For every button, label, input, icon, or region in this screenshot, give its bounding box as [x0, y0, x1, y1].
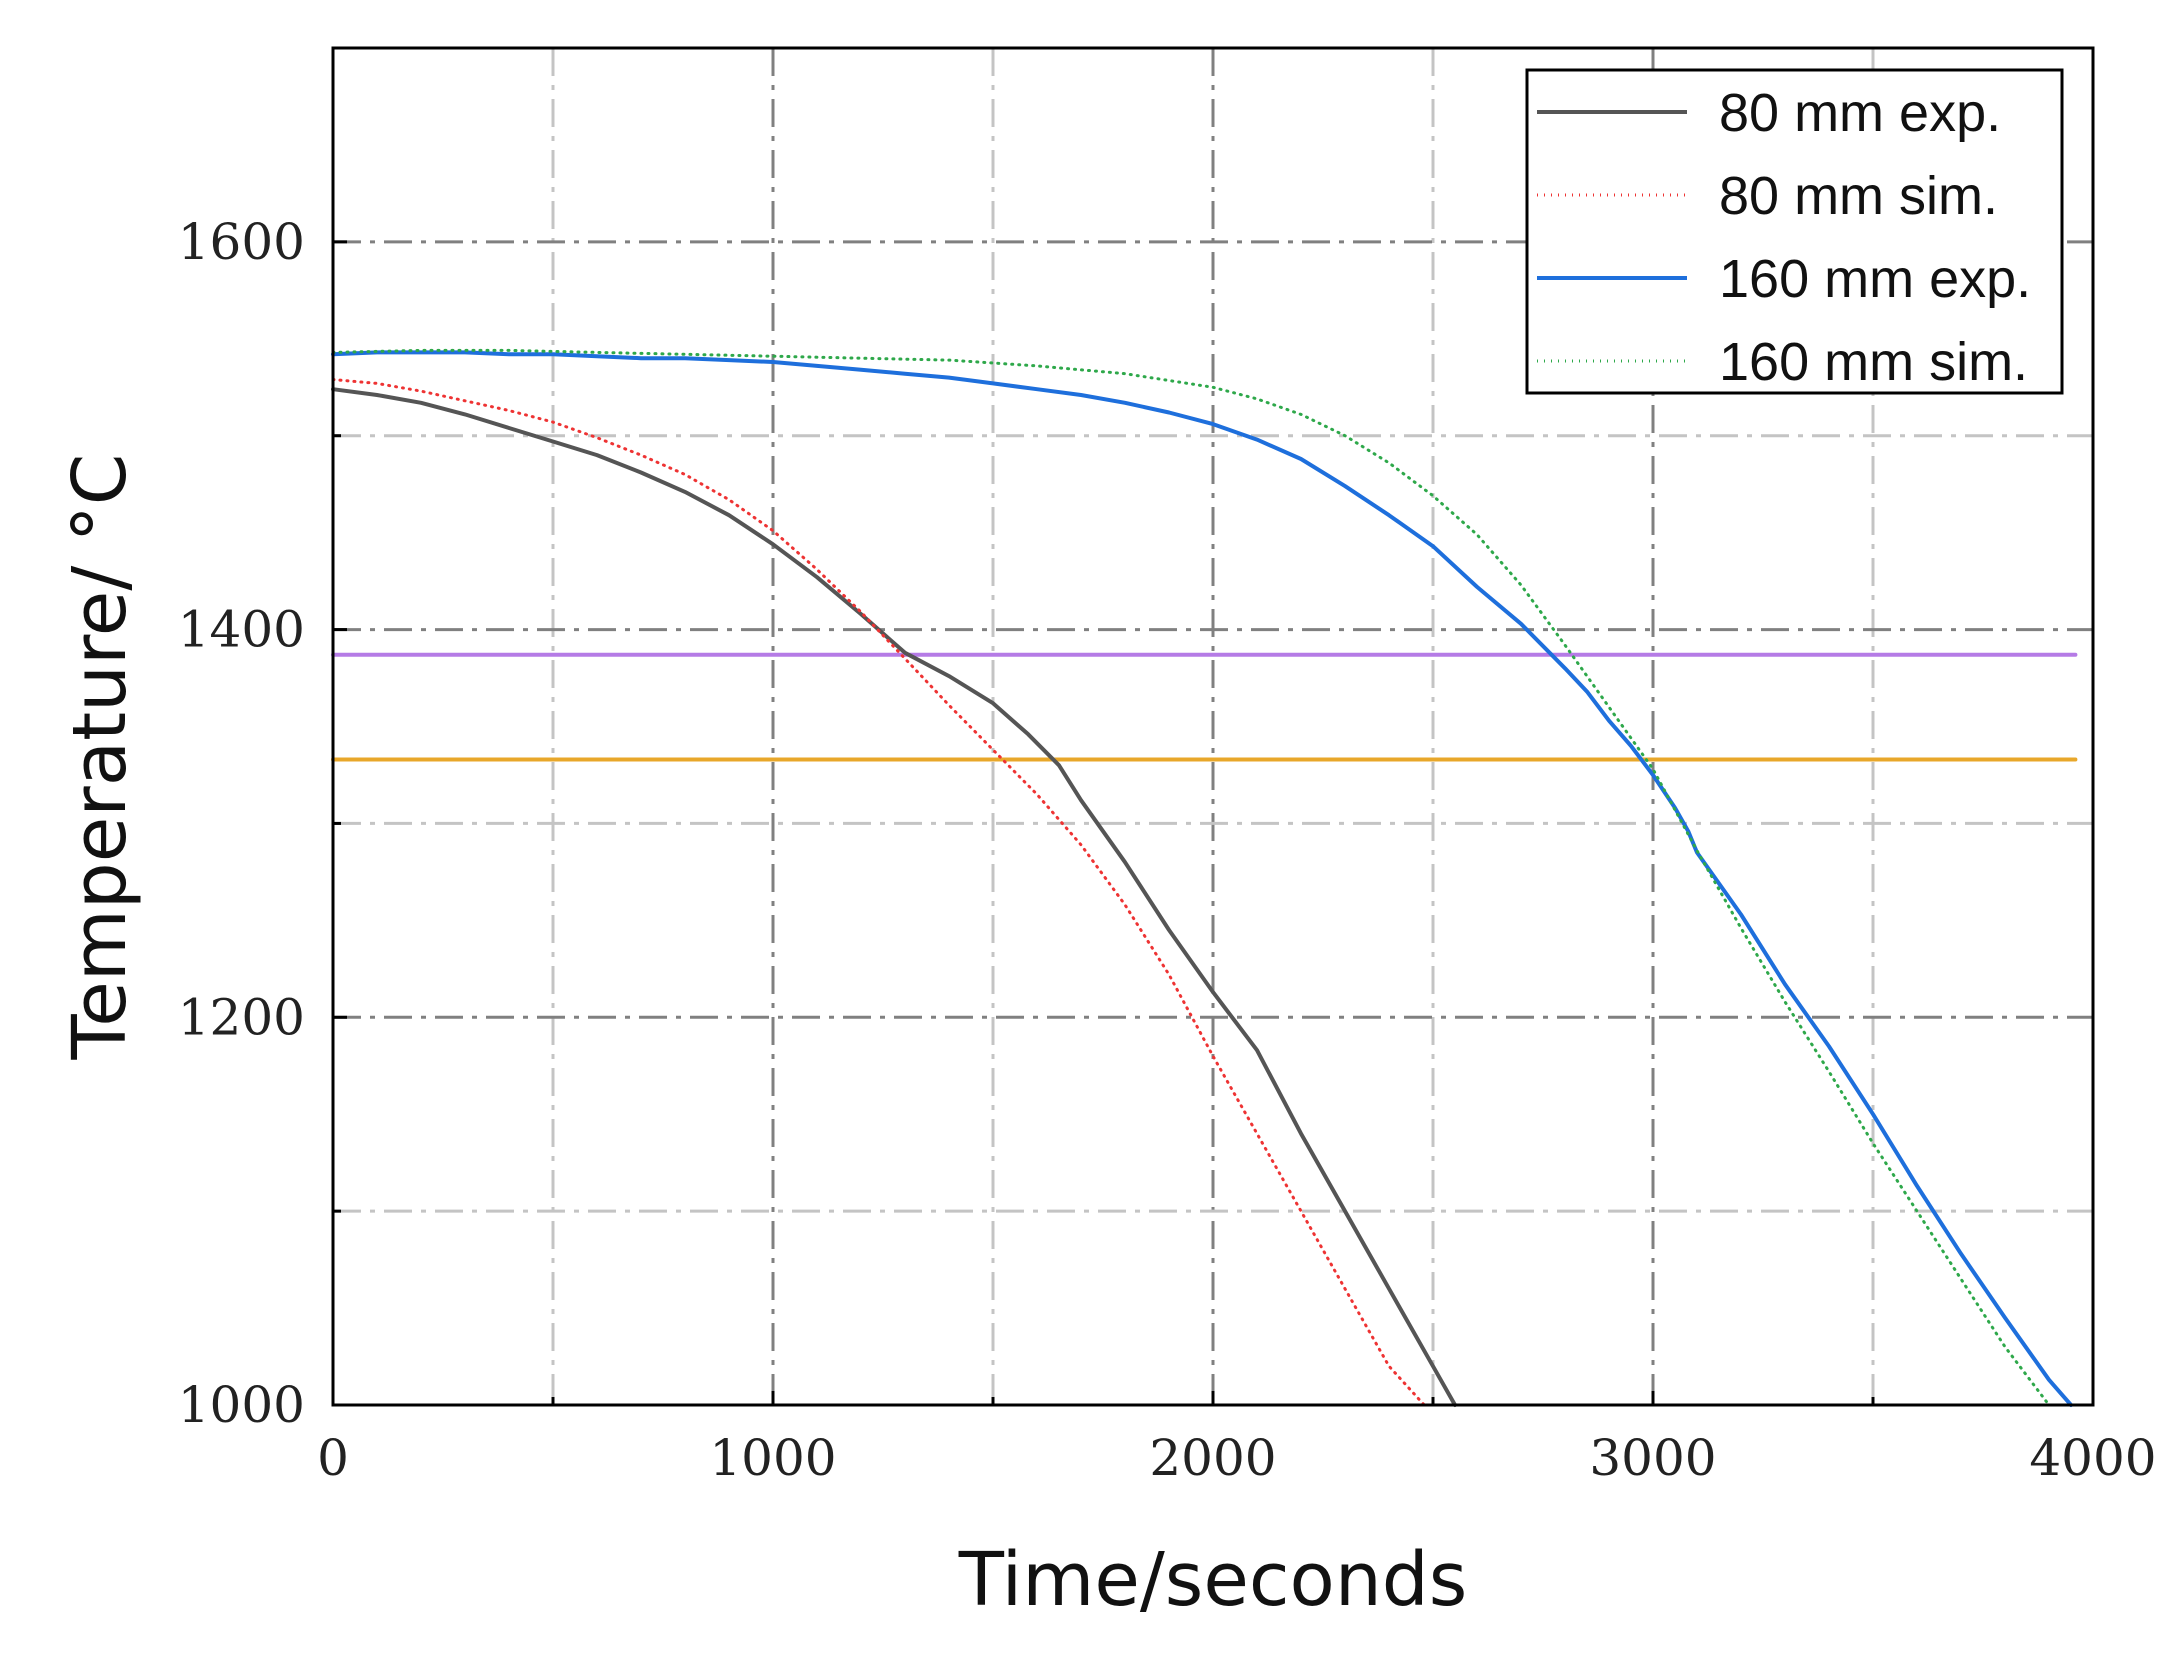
x-tick-label: 1000	[709, 1429, 836, 1487]
legend-label: 80 mm sim.	[1719, 166, 1998, 226]
series-lines	[331, 348, 2073, 1407]
x-tick-label: 3000	[1589, 1429, 1716, 1487]
y-tick-label: 1200	[178, 988, 305, 1046]
y-tick-label: 1400	[178, 601, 305, 659]
x-axis-title: Time/seconds	[958, 1537, 1468, 1623]
series-line-1	[331, 378, 1426, 1407]
legend-label: 160 mm exp.	[1719, 249, 2031, 309]
reference-lines	[331, 652, 2078, 762]
y-axis-title: Temperature/ °C	[57, 454, 143, 1061]
legend: 80 mm exp. 80 mm sim. 160 mm exp. 160 mm si…	[1525, 68, 2064, 395]
x-tick-label: 0	[317, 1429, 349, 1487]
legend-box	[1525, 68, 2064, 395]
legend-label: 160 mm sim.	[1719, 332, 2028, 392]
y-tick-label: 1000	[178, 1376, 305, 1434]
y-tick-label: 1600	[178, 213, 305, 271]
series-line-3	[331, 348, 2051, 1407]
y-axis: 1000 1200 1400 1600	[178, 213, 347, 1434]
legend-label: 80 mm exp.	[1719, 83, 2001, 143]
x-axis: 0 1000 2000 3000 4000	[317, 1391, 2157, 1487]
series-line-0	[331, 387, 1457, 1407]
x-tick-label: 2000	[1149, 1429, 1276, 1487]
x-tick-label: 4000	[2029, 1429, 2156, 1487]
series-line-2	[331, 350, 2073, 1407]
